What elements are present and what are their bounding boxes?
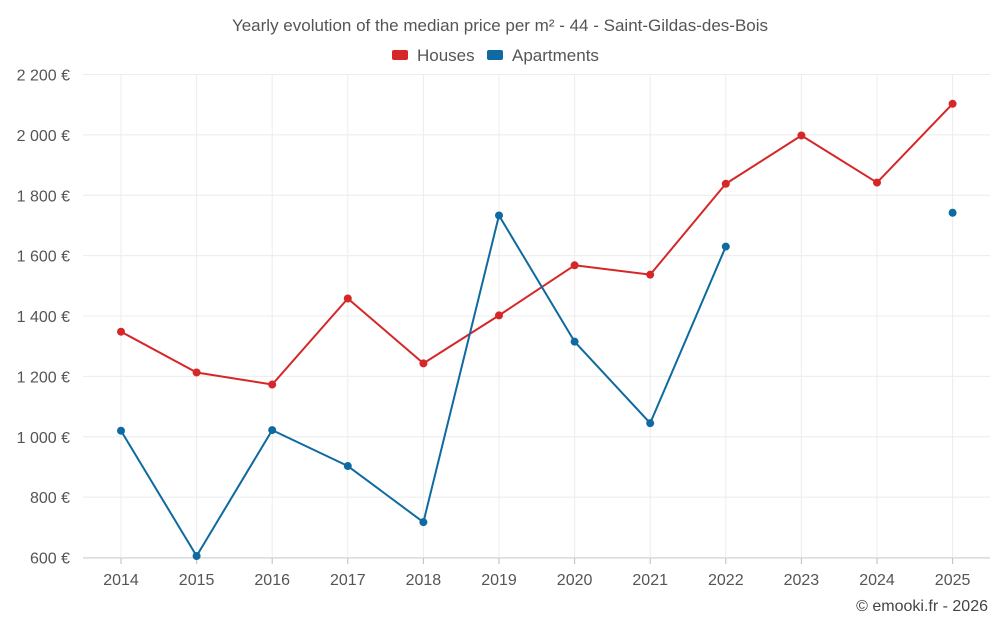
x-tick-label: 2022 — [708, 572, 744, 589]
chart-title: Yearly evolution of the median price per… — [232, 16, 768, 35]
y-tick-label: 1 200 € — [17, 369, 70, 386]
data-point-apartments — [117, 426, 125, 435]
data-point-houses — [646, 270, 655, 279]
legend-label-apartments: Apartments — [512, 46, 599, 65]
data-point-houses — [343, 294, 352, 303]
x-tick-label: 2014 — [103, 572, 139, 589]
legend-label-houses: Houses — [417, 46, 475, 65]
data-point-apartments — [192, 551, 201, 560]
y-tick-label: 1 800 € — [17, 188, 70, 205]
series-line-houses — [120, 103, 954, 386]
x-tick-label: 2023 — [784, 572, 820, 589]
x-tick-label: 2021 — [632, 572, 668, 589]
legend-swatch-houses — [392, 50, 408, 60]
y-tick-label: 1 600 € — [17, 249, 70, 266]
data-point-apartments — [268, 426, 277, 435]
y-tick-label: 600 € — [30, 551, 70, 568]
data-point-apartments — [495, 211, 503, 220]
series — [117, 99, 957, 560]
x-tick-label: 2025 — [935, 572, 971, 589]
x-tick-label: 2016 — [254, 572, 290, 589]
data-point-apartments — [419, 518, 428, 527]
grid — [83, 74, 990, 558]
data-point-houses — [268, 380, 277, 389]
data-point-houses — [948, 99, 957, 108]
data-point-houses — [117, 327, 125, 336]
x-tick-label: 2017 — [330, 572, 366, 589]
y-tick-label: 2 000 € — [17, 128, 70, 145]
data-point-houses — [721, 179, 730, 188]
x-tick-label: 2015 — [179, 572, 215, 589]
y-tick-label: 800 € — [30, 490, 70, 507]
legend-swatch-apartments — [487, 50, 503, 60]
data-point-houses — [797, 131, 806, 140]
data-point-apartments — [343, 462, 352, 471]
data-point-houses — [570, 261, 579, 270]
data-point-apartments — [646, 419, 655, 428]
data-point-apartments — [721, 242, 730, 251]
data-point-houses — [495, 311, 503, 320]
credit-text: © emooki.fr - 2026 — [856, 598, 988, 615]
x-tick-label: 2018 — [406, 572, 442, 589]
data-point-houses — [192, 368, 201, 377]
data-point-apartments — [948, 208, 957, 217]
x-tick-label: 2019 — [481, 572, 517, 589]
data-point-houses — [873, 178, 881, 187]
legend: Houses Apartments — [392, 46, 599, 65]
y-tick-label: 2 200 € — [17, 68, 70, 85]
y-tick-label: 1 400 € — [17, 309, 70, 326]
data-point-apartments — [570, 337, 579, 346]
axes: 600 € 800 € 1 000 € 1 200 € 1 400 € 1 600 € 1 … — [17, 68, 990, 589]
x-tick-label: 2020 — [557, 572, 593, 589]
x-tick-label: 2024 — [859, 572, 895, 589]
data-point-houses — [419, 359, 428, 368]
y-tick-label: 1 000 € — [17, 430, 70, 447]
